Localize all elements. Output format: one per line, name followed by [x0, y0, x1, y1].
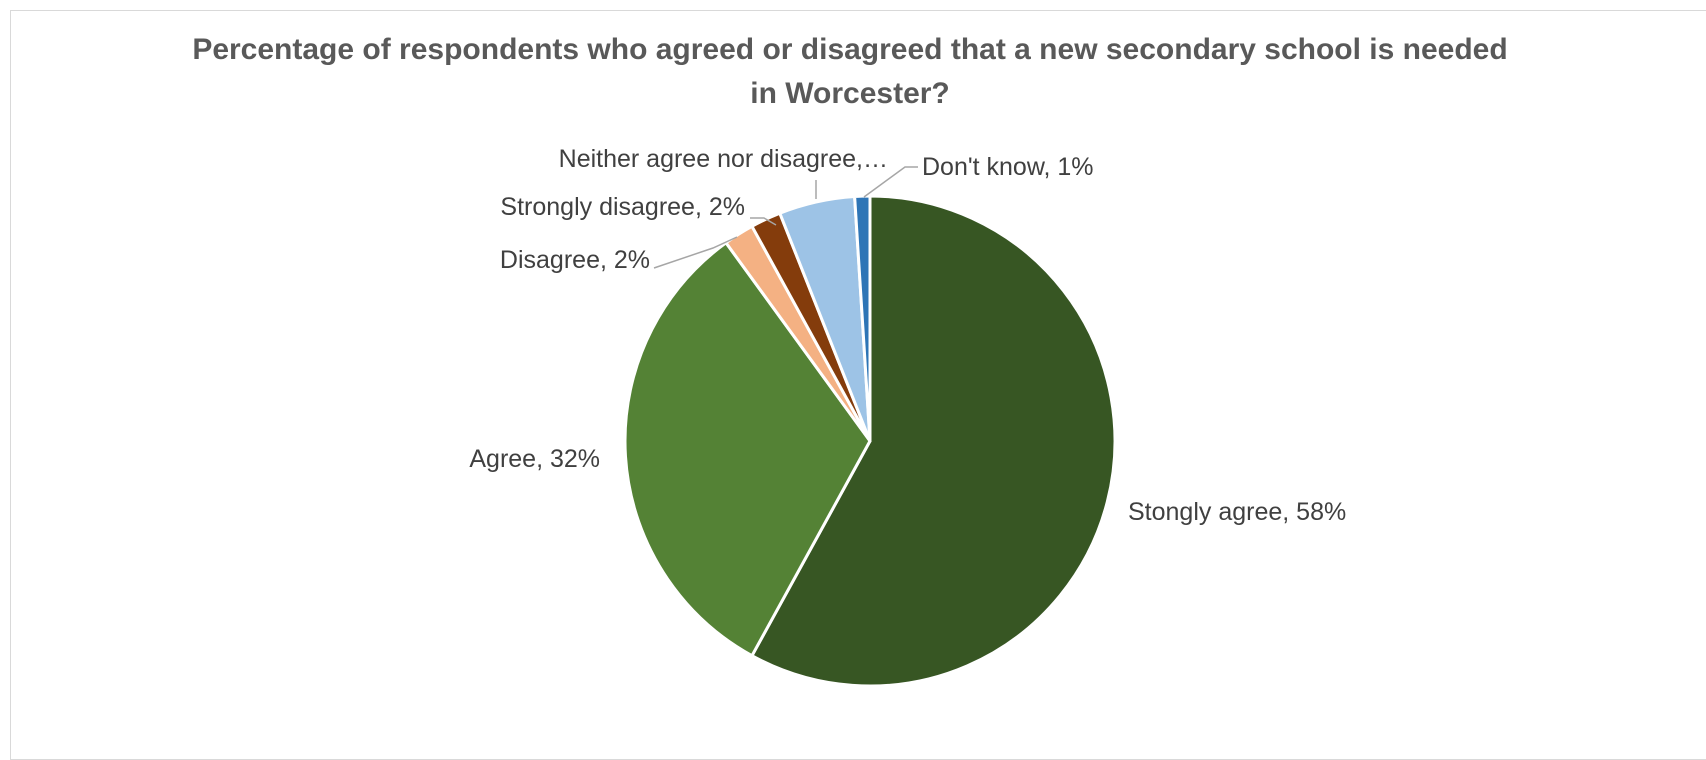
leader-line-strongly-disagree [750, 217, 777, 226]
pie-slice-agree [623, 241, 872, 658]
pie-slice-don-t-know [853, 194, 872, 443]
slice-label-neither-agree-nor-disagree: Neither agree nor disagree,… [559, 145, 888, 173]
chart-title: Percentage of respondents who agreed or … [192, 33, 1508, 110]
slice-label-stongly-agree: Stongly agree, 58% [1128, 498, 1346, 526]
slice-label-strongly-disagree: Strongly disagree, 2% [500, 193, 745, 221]
slice-label-agree: Agree, 32% [469, 445, 600, 473]
slice-label-disagree: Disagree, 2% [500, 246, 650, 274]
leader-line-disagree [653, 236, 738, 269]
slice-labels: Stongly agree, 58% Agree, 32% Disagree, 2%… [469, 145, 1346, 526]
leader-lines [653, 166, 918, 269]
pie-slices [623, 194, 1117, 688]
pie-slice-stongly-agree [750, 194, 1117, 688]
slice-label-don-t-know: Don't know, 1% [922, 153, 1094, 181]
leader-line-don-t-know [863, 166, 918, 198]
